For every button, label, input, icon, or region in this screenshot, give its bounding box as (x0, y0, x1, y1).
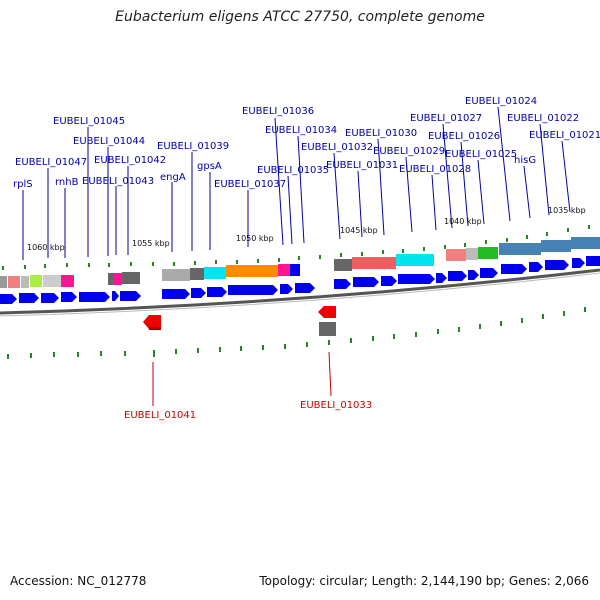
forward-gene-arrow (448, 271, 467, 281)
kbp-scale: 1060 kbp 1055 kbp 1050 kbp 1045 kbp 1040… (27, 206, 586, 252)
forward-gene-arrow (295, 283, 315, 293)
reverse-gene-labels: EUBELI_01041 EUBELI_01033 (124, 351, 372, 421)
genome-title: Eubacterium eligens ATCC 27750, complete… (115, 9, 485, 25)
forward-gene-arrow (572, 258, 585, 268)
forward-gene-arrow (501, 264, 527, 274)
gene-label: EUBELI_01045 (53, 116, 125, 127)
gene-label: EUBELI_01035 (257, 165, 329, 176)
forward-gene-arrow (280, 284, 293, 294)
gene-label: EUBELI_01027 (410, 113, 482, 124)
gene-label: EUBELI_01044 (73, 136, 145, 147)
gene-label: rplS (13, 179, 33, 190)
forward-gene-arrow (480, 268, 498, 278)
forward-gene-arrow (436, 273, 447, 283)
forward-gene-arrow (162, 289, 190, 299)
gene-label: gpsA (197, 161, 222, 172)
gene-label: EUBELI_01043 (82, 176, 154, 187)
reverse-gene-arrow (318, 306, 336, 318)
kbp-label: 1060 kbp (27, 243, 65, 252)
forward-gene-arrow (120, 291, 141, 301)
kbp-label: 1040 kbp (444, 217, 482, 226)
gene-label: hisG (514, 155, 536, 166)
forward-gene-arrow (0, 294, 17, 304)
gene-label: EUBELI_01026 (428, 131, 500, 142)
genome-summary-text: Topology: circular; Length: 2,144,190 bp… (259, 574, 589, 588)
gene-label: EUBELI_01036 (242, 106, 314, 117)
gene-label: engA (160, 172, 186, 183)
gene-label: EUBELI_01029 (373, 146, 445, 157)
gene-label: EUBELI_01021 (529, 130, 600, 141)
gene-label: EUBELI_01025 (445, 149, 517, 160)
forward-gene-arrow (61, 292, 77, 302)
forward-gene-arrow (334, 279, 351, 289)
forward-gene-arrow (191, 288, 206, 298)
forward-genes (0, 256, 600, 304)
forward-gene-arrow (468, 270, 479, 280)
genome-backbone (0, 268, 600, 315)
inner-tick-ring (2, 225, 590, 270)
forward-gene-arrow (353, 277, 379, 287)
forward-gene-arrow (381, 276, 397, 286)
forward-gene-arrow (586, 256, 600, 266)
accession-text: Accession: NC_012778 (10, 574, 147, 588)
forward-gene-arrow (398, 274, 435, 284)
forward-gene-labels: rplS EUBELI_01047 rnhB EUBELI_01045 EUBE… (13, 96, 600, 190)
forward-gene-arrow (529, 262, 543, 272)
forward-gene-arrow (19, 293, 39, 303)
gene-label: EUBELI_01041 (124, 410, 196, 421)
gene-label: EUBELI_01032 (301, 142, 373, 153)
forward-gene-arrow (207, 287, 227, 297)
forward-gene-arrow (545, 260, 569, 270)
gene-label: EUBELI_01022 (507, 113, 579, 124)
gene-label: EUBELI_01034 (265, 125, 337, 136)
gene-label: EUBELI_01031 (326, 160, 398, 171)
gene-label: EUBELI_01047 (15, 157, 87, 168)
forward-label-leaders (22, 106, 571, 260)
forward-gene-arrow (79, 292, 110, 302)
kbp-label: 1055 kbp (132, 239, 170, 248)
reverse-genes (143, 306, 336, 336)
forward-gene-arrow (228, 285, 278, 295)
gene-label: EUBELI_01033 (300, 400, 372, 411)
kbp-label: 1045 kbp (340, 226, 378, 235)
reverse-gene-arrow (143, 315, 161, 329)
gene-label: EUBELI_01037 (214, 179, 286, 190)
gene-label: rnhB (55, 177, 79, 188)
forward-gene-arrow (41, 293, 59, 303)
kbp-label: 1050 kbp (236, 234, 274, 243)
function-bands (0, 237, 600, 288)
kbp-label: 1035 kbp (548, 206, 586, 215)
gene-label: EUBELI_01024 (465, 96, 537, 107)
gene-label: EUBELI_01039 (157, 141, 229, 152)
forward-gene-arrow (112, 291, 119, 301)
gene-label: EUBELI_01030 (345, 128, 417, 139)
gene-label: EUBELI_01028 (399, 164, 471, 175)
gene-label: EUBELI_01042 (94, 155, 166, 166)
outer-tick-ring (7, 307, 586, 359)
